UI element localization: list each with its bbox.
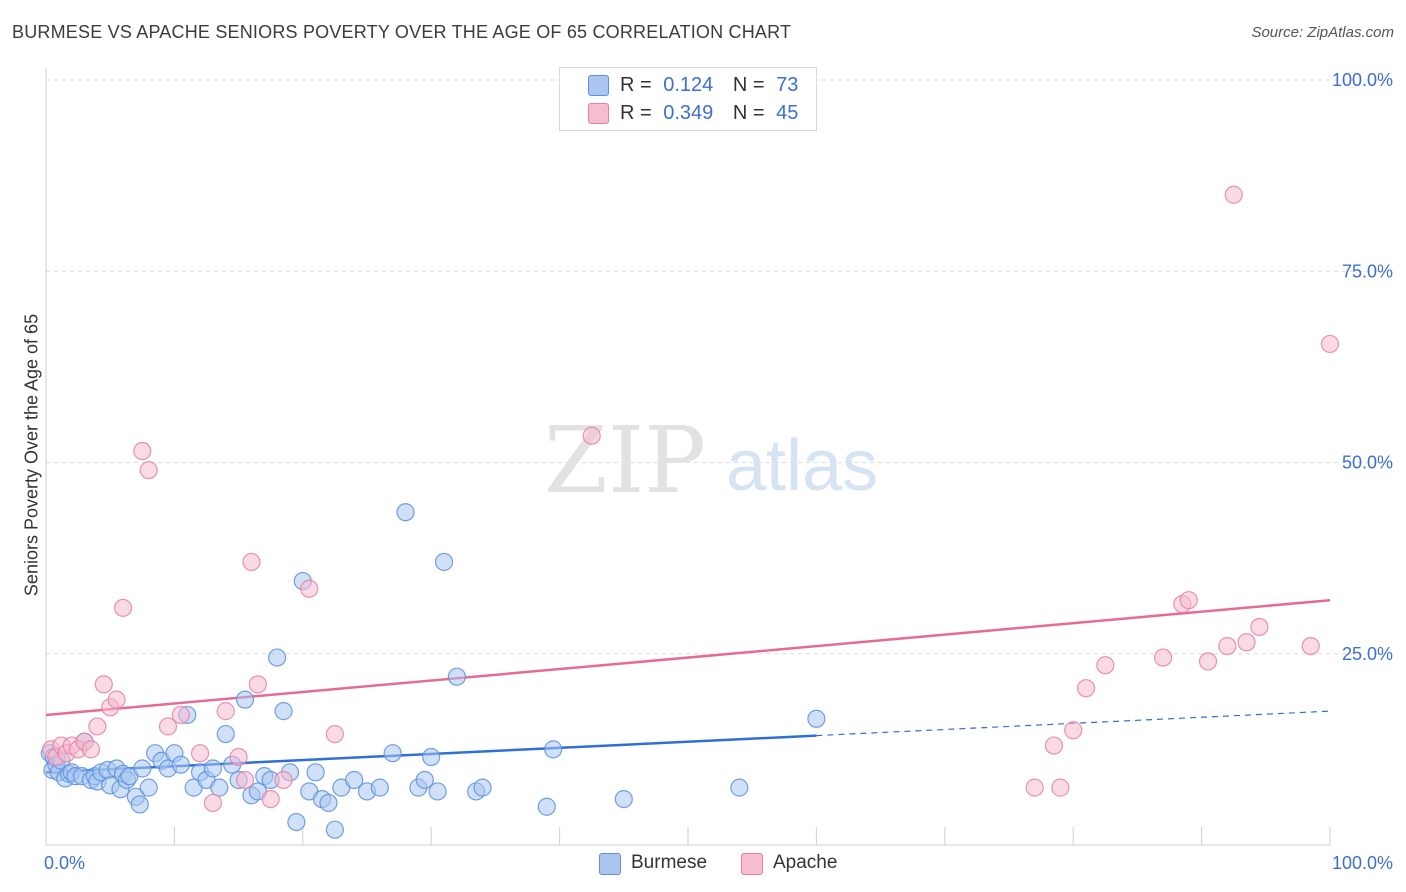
burmese-point bbox=[319, 793, 338, 813]
y-tick-label: 75.0% bbox=[1342, 261, 1393, 281]
apache-point bbox=[1224, 185, 1243, 204]
n-label: N = bbox=[732, 102, 765, 124]
legend-apache-stats: R = 0.349 N = 45 bbox=[620, 102, 798, 125]
watermark-atlas: atlas bbox=[726, 426, 878, 506]
burmese-point bbox=[139, 778, 158, 797]
correlation-legend: R = 0.124 N = 73 R = 0.349 N = 45 bbox=[559, 67, 817, 131]
apache-point bbox=[1064, 721, 1083, 740]
burmese-point bbox=[422, 747, 441, 767]
burmese-point bbox=[614, 789, 633, 809]
apache-point bbox=[107, 690, 126, 709]
burmese-point bbox=[807, 709, 826, 728]
n-value: 45 bbox=[776, 102, 799, 124]
apache-point bbox=[190, 744, 210, 763]
apache-point bbox=[1051, 778, 1070, 797]
apache-point bbox=[235, 770, 255, 790]
apache-point bbox=[1044, 736, 1064, 755]
y-tick-label: 50.0% bbox=[1342, 453, 1393, 473]
burmese-point bbox=[447, 667, 466, 686]
apache-point bbox=[1237, 633, 1256, 652]
trend-lines bbox=[45, 598, 1331, 774]
apache-point bbox=[171, 705, 190, 725]
apache-point bbox=[1320, 334, 1340, 354]
apache-point bbox=[261, 789, 280, 809]
tick-labels: 25.0% 50.0% 75.0% 100.0% 0.0% 100.0% bbox=[44, 70, 1393, 873]
apache-point bbox=[242, 552, 261, 572]
burmese-point bbox=[171, 755, 190, 774]
apache-point bbox=[582, 426, 601, 445]
apache-point bbox=[1025, 778, 1044, 797]
burmese-point bbox=[415, 770, 434, 790]
apache-point bbox=[94, 675, 113, 694]
legend-burmese-stats: R = 0.124 N = 73 bbox=[620, 74, 798, 97]
apache-point bbox=[133, 441, 152, 461]
chart-title: BURMESE VS APACHE SENIORS POVERTY OVER T… bbox=[12, 22, 792, 42]
burmese-point bbox=[287, 812, 306, 832]
apache-legend-swatch bbox=[741, 853, 763, 875]
apache-point bbox=[1250, 617, 1269, 637]
burmese-point bbox=[434, 552, 454, 572]
burmese-point bbox=[383, 744, 402, 763]
apache-point bbox=[88, 717, 107, 736]
x-tick-label: 100.0% bbox=[1332, 853, 1393, 873]
apache-point bbox=[113, 598, 133, 617]
apache-point bbox=[158, 717, 178, 736]
burmese-point bbox=[130, 795, 149, 814]
apache-swatch bbox=[588, 103, 609, 124]
burmese-point bbox=[216, 724, 235, 744]
n-label: N = bbox=[732, 74, 765, 96]
burmese-point bbox=[473, 778, 492, 797]
burmese-point bbox=[537, 797, 556, 816]
n-value: 73 bbox=[776, 74, 799, 96]
apache-point bbox=[1179, 591, 1198, 610]
apache-point bbox=[1198, 652, 1218, 671]
r-value: 0.124 bbox=[663, 74, 714, 96]
apache-point bbox=[1218, 636, 1237, 656]
apache-point bbox=[81, 740, 101, 759]
apache-point bbox=[229, 747, 248, 767]
y-tick-label: 25.0% bbox=[1342, 644, 1393, 664]
burmese-point bbox=[370, 778, 389, 797]
apache-point bbox=[216, 702, 235, 721]
r-label: R = bbox=[620, 74, 652, 96]
apache-point bbox=[325, 724, 344, 744]
y-tick-label: 100.0% bbox=[1332, 70, 1393, 90]
apache-point bbox=[1301, 636, 1320, 656]
burmese-point bbox=[325, 820, 344, 839]
apache-legend-label: Apache bbox=[773, 852, 838, 873]
apache-point bbox=[248, 675, 267, 694]
axes bbox=[45, 68, 1331, 846]
burmese-point bbox=[268, 648, 287, 667]
apache-point bbox=[1153, 648, 1173, 667]
apache-trend-line bbox=[45, 598, 1331, 717]
burmese-point bbox=[428, 782, 447, 801]
apache-point bbox=[139, 461, 158, 480]
burmese-point bbox=[203, 759, 223, 778]
watermark-zip: ZIP bbox=[544, 407, 706, 514]
r-label: R = bbox=[620, 102, 652, 124]
data-points bbox=[40, 185, 1340, 839]
burmese-point bbox=[396, 503, 415, 522]
apache-point bbox=[1076, 679, 1096, 698]
burmese-point bbox=[133, 759, 152, 778]
watermark: ZIP atlas bbox=[544, 407, 878, 514]
burmese-point bbox=[274, 702, 293, 721]
apache-point bbox=[1096, 656, 1115, 675]
r-value: 0.349 bbox=[663, 102, 714, 124]
apache-point bbox=[203, 793, 223, 813]
apache-point bbox=[300, 579, 319, 598]
apache-point bbox=[274, 770, 293, 790]
burmese-point bbox=[306, 763, 325, 782]
burmese-point bbox=[544, 740, 563, 759]
x-tick-label: 0.0% bbox=[44, 853, 85, 873]
burmese-point bbox=[345, 770, 364, 790]
burmese-point bbox=[210, 778, 229, 797]
burmese-legend-label: Burmese bbox=[631, 852, 708, 873]
burmese-point bbox=[730, 778, 749, 797]
burmese-swatch bbox=[588, 75, 609, 96]
burmese-point bbox=[235, 690, 255, 709]
chart-source: Source: ZipAtlas.com bbox=[1251, 24, 1394, 41]
burmese-legend-swatch bbox=[599, 853, 621, 875]
